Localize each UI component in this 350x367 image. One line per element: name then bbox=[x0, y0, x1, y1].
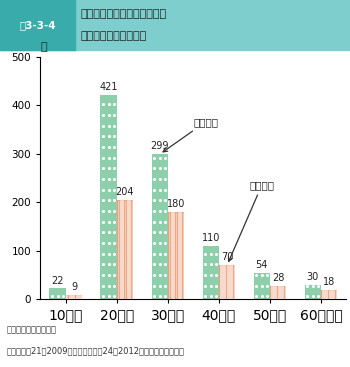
Text: 9: 9 bbox=[71, 282, 77, 292]
Bar bbox=[282, 286, 283, 299]
Bar bbox=[322, 290, 323, 299]
Text: 図3-3-4: 図3-3-4 bbox=[20, 20, 56, 30]
Text: 30: 30 bbox=[307, 272, 319, 281]
Bar bbox=[285, 286, 286, 299]
Text: 「田舎で働き隊！」事業への: 「田舎で働き隊！」事業への bbox=[80, 9, 167, 19]
Bar bbox=[333, 290, 334, 299]
Bar bbox=[180, 212, 181, 299]
Text: 204: 204 bbox=[116, 188, 134, 197]
Bar bbox=[224, 265, 225, 299]
Text: 70: 70 bbox=[221, 252, 233, 262]
Text: 人: 人 bbox=[40, 42, 47, 52]
Bar bbox=[329, 290, 330, 299]
Bar bbox=[100, 95, 117, 299]
Bar bbox=[304, 284, 321, 299]
Bar bbox=[76, 295, 77, 299]
Bar bbox=[173, 212, 174, 299]
Bar bbox=[69, 295, 70, 299]
Text: 299: 299 bbox=[150, 141, 169, 151]
Text: 定住者数: 定住者数 bbox=[229, 180, 274, 261]
Bar bbox=[321, 290, 337, 299]
Bar bbox=[219, 265, 220, 299]
Bar bbox=[273, 286, 274, 299]
Bar bbox=[78, 295, 79, 299]
Bar bbox=[233, 265, 235, 299]
Bar bbox=[0, 0, 75, 50]
Bar bbox=[324, 290, 325, 299]
Text: 180: 180 bbox=[167, 199, 185, 209]
Text: 参加者数及び定住者数: 参加者数及び定住者数 bbox=[80, 31, 147, 41]
Bar bbox=[336, 290, 337, 299]
Bar bbox=[120, 200, 121, 299]
Bar bbox=[229, 265, 230, 299]
Bar bbox=[117, 200, 133, 299]
Bar bbox=[129, 200, 130, 299]
Bar bbox=[178, 212, 179, 299]
Bar bbox=[326, 290, 327, 299]
Bar bbox=[280, 286, 281, 299]
Bar bbox=[152, 154, 168, 299]
Bar bbox=[171, 212, 172, 299]
Bar bbox=[270, 286, 286, 299]
Bar bbox=[66, 295, 82, 299]
Bar bbox=[254, 273, 270, 299]
Bar bbox=[203, 246, 219, 299]
Bar bbox=[231, 265, 232, 299]
Text: 54: 54 bbox=[256, 260, 268, 270]
Bar bbox=[168, 212, 184, 299]
Text: 28: 28 bbox=[272, 273, 284, 283]
Bar bbox=[219, 265, 235, 299]
Bar bbox=[222, 265, 223, 299]
Bar bbox=[275, 286, 276, 299]
Text: 22: 22 bbox=[51, 276, 64, 286]
Bar bbox=[226, 265, 228, 299]
Text: 421: 421 bbox=[99, 82, 118, 92]
Bar bbox=[74, 295, 75, 299]
Text: 110: 110 bbox=[202, 233, 220, 243]
Bar bbox=[122, 200, 123, 299]
Text: 18: 18 bbox=[323, 277, 335, 287]
Bar bbox=[278, 286, 279, 299]
Text: 注：平成21（2009）年度から平成24（2012）年度までの実績。: 注：平成21（2009）年度から平成24（2012）年度までの実績。 bbox=[7, 346, 185, 355]
Bar bbox=[71, 295, 72, 299]
Bar bbox=[271, 286, 272, 299]
Bar bbox=[80, 295, 82, 299]
Text: 参加者数: 参加者数 bbox=[163, 117, 218, 152]
Bar bbox=[127, 200, 128, 299]
Bar bbox=[49, 288, 66, 299]
Bar bbox=[331, 290, 332, 299]
Bar bbox=[66, 295, 68, 299]
Text: 資料：農林水産省調べ: 資料：農林水産省調べ bbox=[7, 326, 57, 335]
